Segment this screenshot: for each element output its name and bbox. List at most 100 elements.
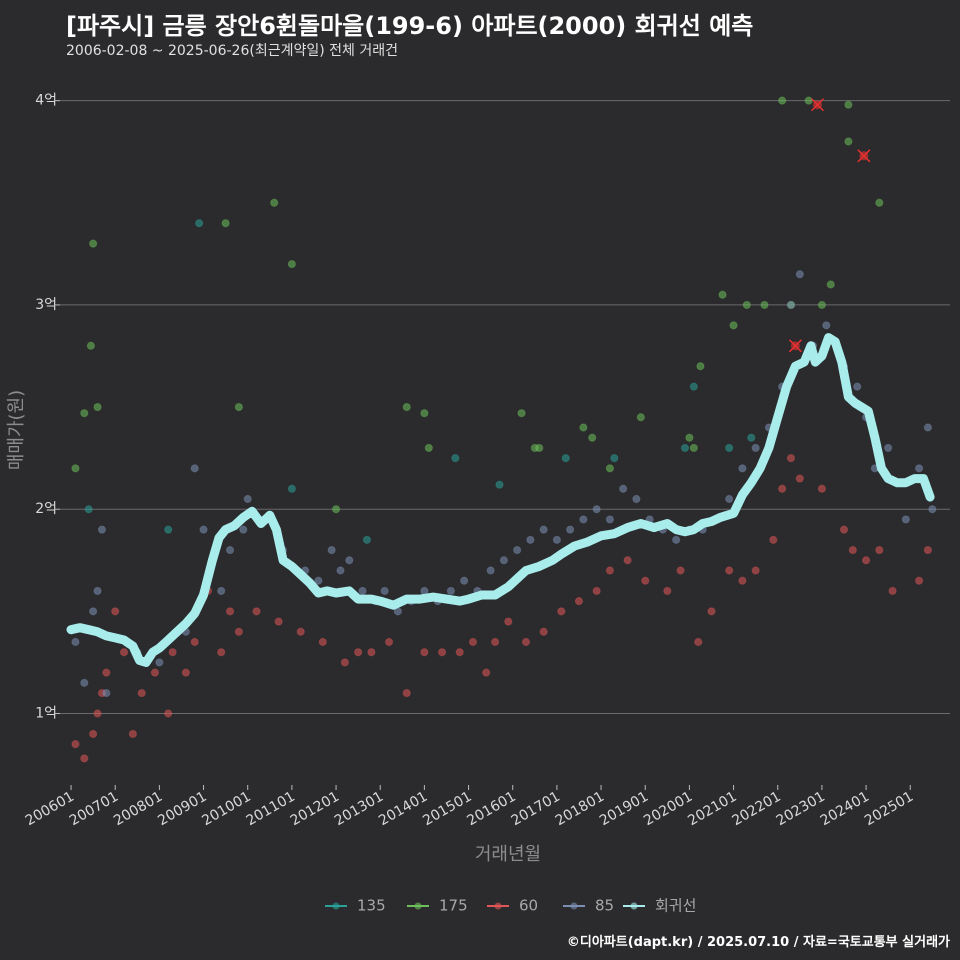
data-point-60 (539, 627, 548, 636)
data-point-60 (181, 668, 190, 677)
data-point-175 (424, 443, 433, 453)
data-point-85 (71, 637, 80, 647)
data-point-85 (914, 464, 924, 473)
data-point-175 (817, 300, 827, 310)
data-point-175 (804, 96, 813, 105)
data-point-85 (751, 443, 760, 453)
data-point-175 (89, 239, 98, 248)
data-point-135 (84, 505, 93, 514)
legend-key-dot (570, 902, 578, 910)
x-tick-label: 201901 (597, 789, 651, 830)
data-point-60 (795, 474, 804, 483)
data-point-60 (420, 648, 429, 657)
data-point-175 (689, 443, 698, 453)
data-point-85 (552, 535, 561, 544)
data-point-85 (566, 525, 575, 534)
x-tick-label: 201201 (288, 789, 342, 830)
data-point-175 (221, 219, 230, 228)
cancelled-cross (810, 98, 825, 112)
y-axis-label: 매매가(원) (6, 390, 27, 470)
data-point-60 (738, 576, 747, 585)
data-point-135 (725, 443, 734, 453)
data-point-175 (420, 409, 429, 418)
data-point-85 (605, 515, 615, 524)
data-point-135 (451, 454, 460, 463)
data-point-175 (760, 300, 769, 310)
data-point-175 (742, 300, 751, 310)
data-point-60 (914, 576, 924, 585)
data-point-85 (97, 525, 107, 534)
data-point-85 (380, 586, 389, 596)
x-tick-label: 202301 (774, 789, 828, 830)
x-tick-label: 202201 (729, 789, 783, 830)
data-point-85 (539, 525, 548, 534)
legend-key-dot (630, 902, 638, 910)
data-point-85 (672, 535, 681, 544)
data-point-60 (557, 607, 566, 616)
data-point-175 (696, 362, 705, 371)
data-point-60 (150, 668, 160, 677)
data-point-60 (93, 709, 102, 718)
data-point-175 (535, 443, 544, 453)
data-point-60 (71, 740, 80, 749)
data-point-135 (287, 484, 296, 493)
data-point-175 (636, 413, 645, 422)
data-point-85 (217, 586, 226, 596)
x-tick-label: 200701 (67, 789, 121, 830)
data-point-175 (71, 464, 80, 473)
data-point-60 (786, 454, 796, 463)
data-point-175 (826, 280, 835, 289)
source-footer: ©디아파트(dapt.kr) / 2025.07.10 / 자료=국토교통부 실… (566, 935, 950, 950)
cancelled-markers (788, 98, 871, 353)
data-point-175 (579, 423, 588, 432)
x-tick-label: 201001 (199, 789, 253, 830)
data-point-85 (526, 535, 535, 544)
x-tick-label: 200901 (155, 789, 209, 830)
data-point-175 (86, 341, 96, 350)
data-point-60 (455, 648, 464, 657)
x-axis-label: 거래년월 (475, 844, 541, 865)
data-point-175 (331, 505, 341, 514)
data-point-175 (517, 409, 526, 418)
cancelled-cross (788, 339, 802, 353)
data-point-85 (420, 586, 429, 596)
data-point-60 (402, 688, 411, 698)
data-point-85 (486, 566, 495, 575)
data-point-175 (685, 433, 694, 442)
data-point-60 (676, 566, 685, 575)
x-tick-label: 201801 (553, 789, 607, 830)
data-point-85 (345, 556, 354, 565)
x-tick-label: 201501 (420, 789, 474, 830)
data-point-60 (574, 597, 584, 606)
data-point-60 (164, 709, 173, 718)
data-point-60 (504, 617, 513, 626)
data-point-60 (128, 729, 137, 739)
data-point-60 (137, 688, 146, 698)
legend-label: 135 (357, 897, 386, 915)
scatter-points (71, 96, 937, 763)
data-point-60 (490, 637, 500, 647)
data-point-60 (111, 607, 120, 616)
data-point-85 (901, 515, 910, 524)
data-point-135 (362, 535, 372, 544)
data-point-85 (239, 525, 248, 534)
data-point-85 (80, 678, 89, 687)
data-point-85 (336, 566, 345, 575)
data-point-175 (588, 433, 597, 442)
data-point-85 (314, 576, 323, 585)
data-point-60 (89, 729, 98, 739)
data-point-60 (354, 648, 363, 657)
data-point-135 (689, 382, 698, 391)
data-point-85 (225, 545, 235, 555)
data-point-85 (786, 300, 796, 310)
data-point-175 (605, 464, 615, 473)
data-point-85 (190, 464, 199, 473)
data-point-60 (80, 754, 89, 763)
data-point-85 (446, 586, 455, 596)
data-point-175 (844, 137, 853, 146)
data-point-85 (199, 525, 208, 534)
chart-title: [파주시] 금릉 장안6휜돌마을(199-6) 아파트(2000) 회귀선 예측 (66, 12, 754, 40)
data-point-60 (605, 566, 615, 575)
data-point-85 (243, 494, 252, 504)
